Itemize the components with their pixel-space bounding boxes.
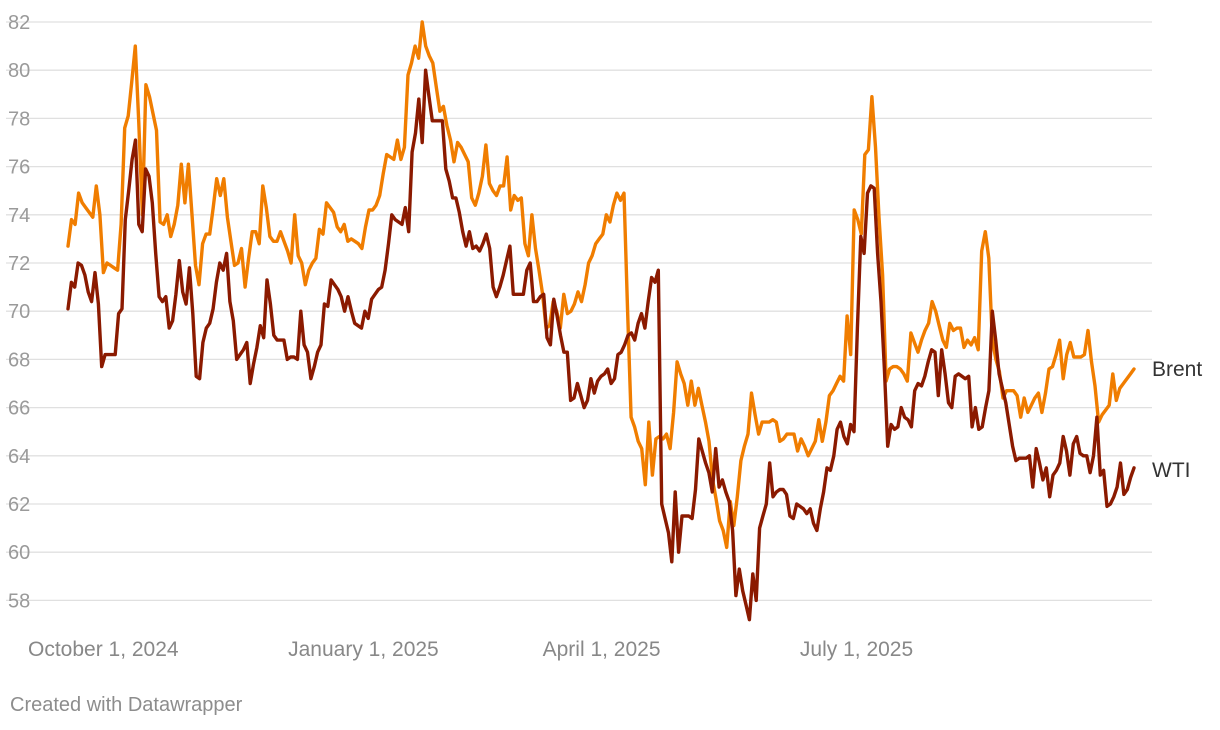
y-tick-label: 62 bbox=[8, 494, 30, 516]
y-tick-label: 74 bbox=[8, 205, 30, 227]
x-tick-label: January 1, 2025 bbox=[288, 638, 439, 661]
x-tick-label: April 1, 2025 bbox=[543, 638, 661, 661]
y-tick-label: 66 bbox=[8, 398, 30, 420]
y-tick-label: 76 bbox=[8, 157, 30, 179]
y-tick-label: 80 bbox=[8, 60, 30, 82]
y-tick-label: 60 bbox=[8, 542, 30, 564]
series-end-labels: Brent WTI bbox=[1152, 358, 1202, 482]
y-tick-label: 72 bbox=[8, 253, 30, 275]
series-lines bbox=[66, 20, 1136, 622]
series-label-brent: Brent bbox=[1152, 358, 1202, 381]
y-tick-label: 58 bbox=[8, 590, 30, 612]
y-tick-label: 82 bbox=[8, 12, 30, 34]
series-line-wti bbox=[66, 68, 1136, 622]
y-tick-label: 70 bbox=[8, 301, 30, 323]
series-line-brent bbox=[66, 20, 1136, 550]
line-chart: 82 80 78 76 74 72 70 68 66 64 62 60 58 October 1, 20… bbox=[6, 12, 1202, 661]
y-tick-label: 68 bbox=[8, 349, 30, 371]
y-tick-label: 78 bbox=[8, 108, 30, 130]
x-tick-label: October 1, 2024 bbox=[28, 638, 179, 661]
datawrapper-credit[interactable]: Created with Datawrapper bbox=[10, 694, 243, 716]
x-tick-label: July 1, 2025 bbox=[800, 638, 913, 661]
x-axis-tick-labels: October 1, 2024 January 1, 2025 April 1, 2… bbox=[28, 638, 913, 661]
y-tick-label: 64 bbox=[8, 446, 30, 468]
y-axis-tick-labels: 82 80 78 76 74 72 70 68 66 64 62 60 58 bbox=[8, 12, 30, 612]
series-label-wti: WTI bbox=[1152, 459, 1190, 482]
